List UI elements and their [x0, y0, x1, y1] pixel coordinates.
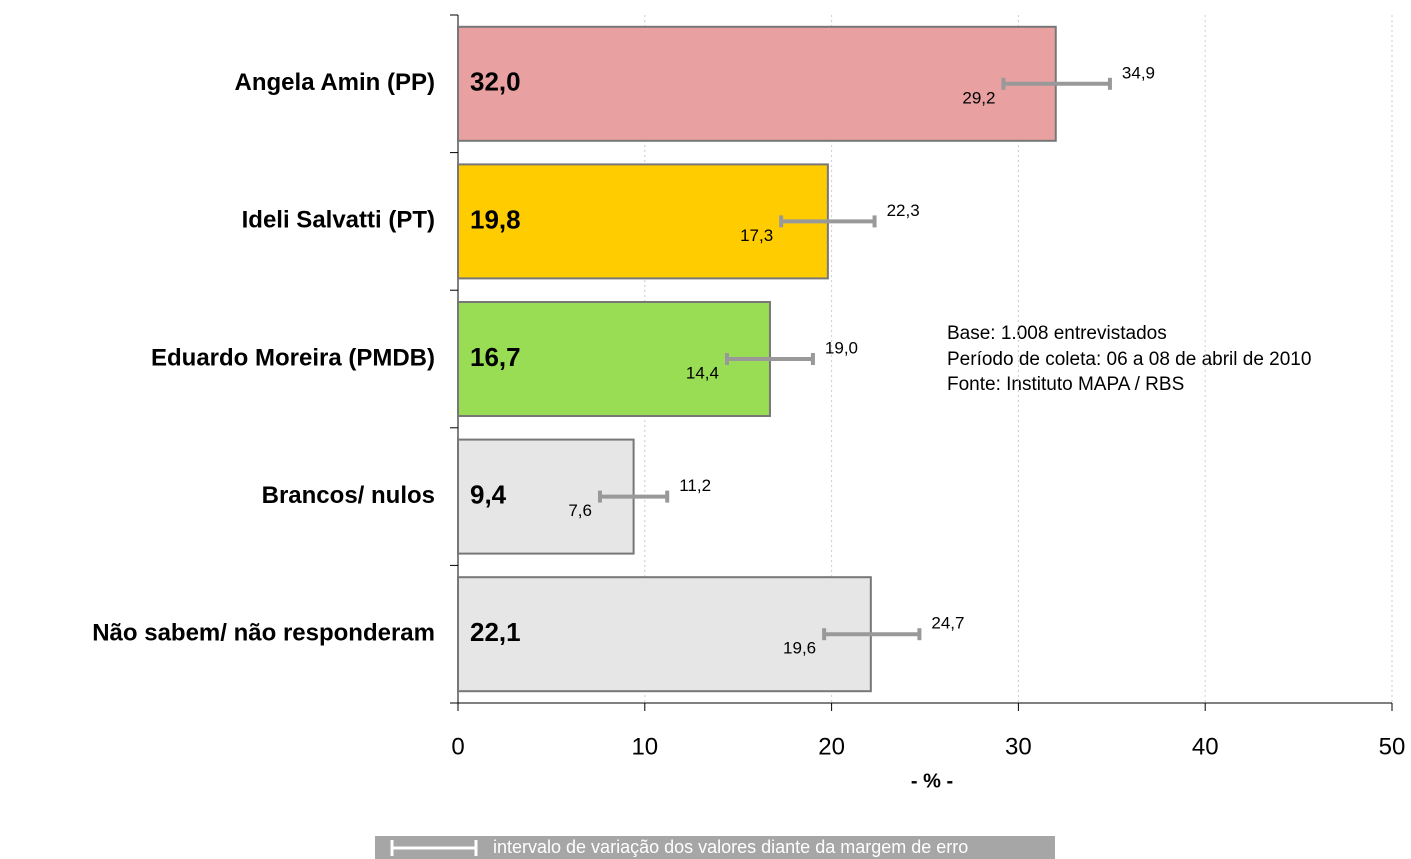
x-tick-label: 50	[1379, 733, 1406, 760]
low-label: 29,2	[962, 88, 995, 107]
y-tick-label: Eduardo Moreira (PMDB)	[151, 344, 435, 371]
low-label: 14,4	[686, 363, 719, 382]
y-tick-label: Ideli Salvatti (PT)	[242, 207, 435, 234]
value-label: 32,0	[470, 67, 521, 97]
error-bar	[779, 215, 877, 228]
high-label: 34,9	[1122, 63, 1155, 82]
y-tick-label: Angela Amin (PP)	[235, 69, 435, 96]
low-label: 7,6	[568, 501, 592, 520]
value-label: 16,7	[470, 342, 521, 372]
x-tick-label: 20	[818, 733, 845, 760]
y-tick-label: Brancos/ nulos	[262, 482, 435, 509]
x-tick-label: 10	[631, 733, 658, 760]
value-label: 22,1	[470, 617, 521, 647]
x-tick-label: 30	[1005, 733, 1032, 760]
error-bar	[822, 628, 922, 641]
low-label: 17,3	[740, 226, 773, 245]
error-bar	[597, 490, 670, 503]
x-axis-label: - % -	[911, 770, 953, 792]
bar	[457, 301, 771, 417]
low-label: 19,6	[783, 639, 816, 658]
value-label: 19,8	[470, 204, 521, 234]
legend-box	[375, 836, 1055, 859]
bar	[457, 163, 829, 280]
error-bar	[724, 353, 815, 365]
bar	[457, 576, 872, 693]
x-tick-label: 0	[451, 733, 464, 760]
high-label: 11,2	[679, 476, 711, 495]
x-tick-label: 40	[1192, 733, 1219, 760]
annotation: Período de coleta: 06 a 08 de abril de 2…	[947, 349, 1311, 370]
legend-label: intervalo de variação dos valores diante…	[493, 837, 968, 857]
annotation: Fonte: Instituto MAPA / RBS	[947, 374, 1184, 395]
annotation: Base: 1.008 entrevistados	[947, 323, 1167, 344]
value-label: 9,4	[470, 479, 507, 509]
legend-symbol	[390, 840, 478, 856]
error-bar	[1001, 77, 1112, 90]
bar	[457, 25, 1057, 142]
high-label: 24,7	[931, 614, 964, 633]
high-label: 22,3	[887, 201, 920, 220]
y-tick-label: Não sabem/ não responderam	[92, 620, 435, 647]
high-label: 19,0	[825, 338, 858, 357]
